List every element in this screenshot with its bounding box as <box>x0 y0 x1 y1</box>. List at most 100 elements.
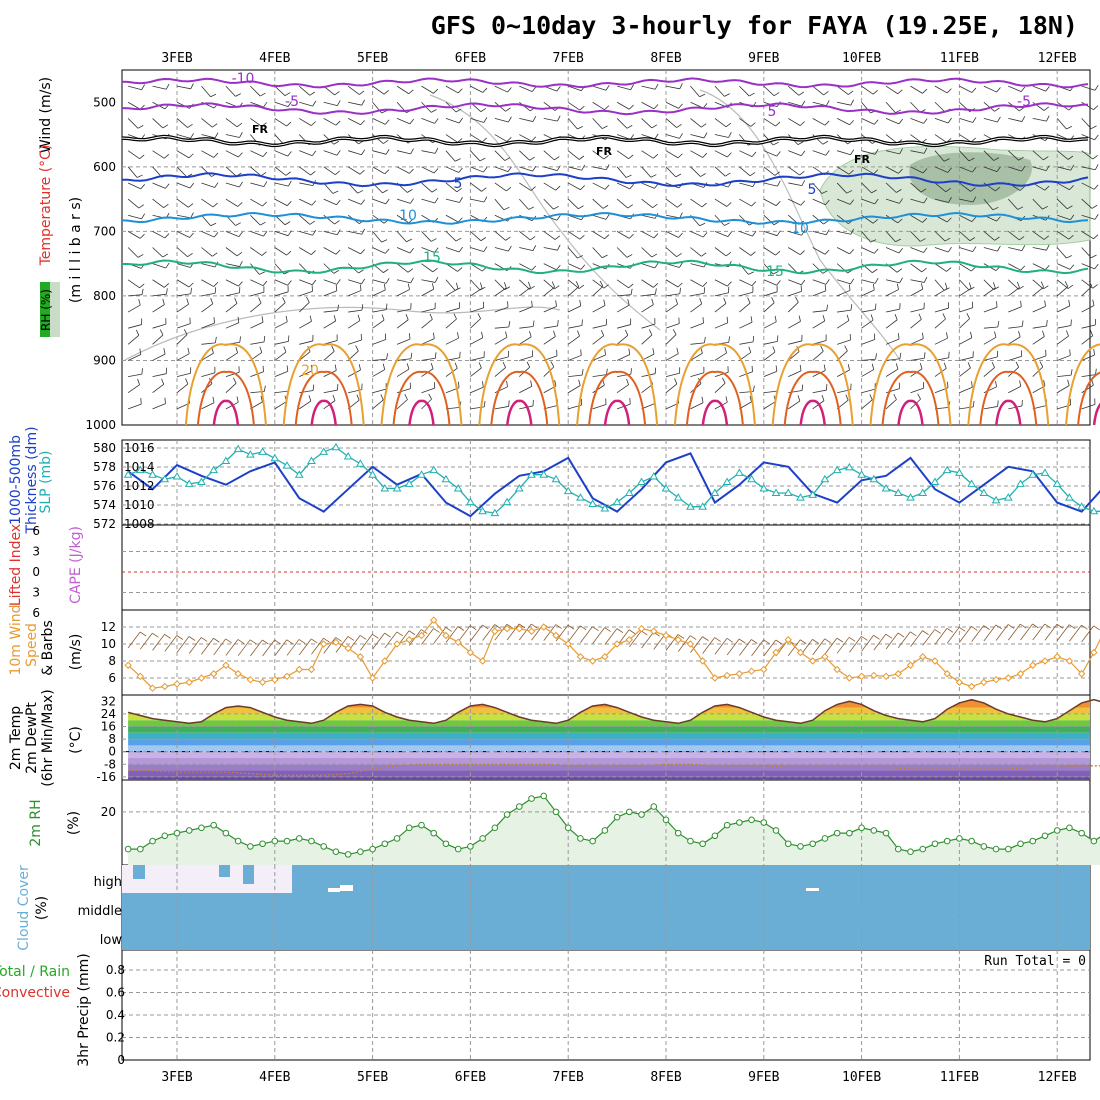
isotherm-20-plume <box>1065 343 1100 426</box>
wind-barb <box>494 118 509 123</box>
wind-barb <box>323 150 338 156</box>
wind-barb <box>348 230 362 235</box>
wind-barb-flag <box>893 393 897 400</box>
wind-barb-flag <box>992 206 999 211</box>
wind-barb-flag <box>459 197 463 203</box>
wind-barb-flag <box>752 231 757 237</box>
slp-marker <box>673 493 683 501</box>
wind-barb-flag <box>629 134 635 140</box>
wind-barb <box>812 310 827 313</box>
wind-barb <box>372 358 387 361</box>
wind-barb-flag <box>1070 214 1075 221</box>
wind-barb-flag <box>213 317 215 324</box>
wind-barb-flag <box>972 246 977 252</box>
wind-barb <box>299 230 313 236</box>
wind-barb-flag <box>801 180 806 186</box>
axis-tick-label: 0.4 <box>106 1008 125 1022</box>
wind-barb <box>225 230 240 237</box>
wind10-barb-flag <box>396 631 404 637</box>
wind10-barb <box>726 638 740 656</box>
chart-title: GFS 0~10day 3-hourly for FAYA (19.25E, 1… <box>431 11 1078 40</box>
wind-barb <box>641 166 652 178</box>
wind-barb-flag <box>431 283 435 290</box>
wind-barb-flag <box>159 329 164 336</box>
wind-barb-flag <box>679 133 683 139</box>
wind-barb-flag <box>1042 330 1045 337</box>
wind-barb-flag <box>235 346 239 353</box>
wind10-barb-flag <box>910 631 917 637</box>
wind10-marker <box>588 657 597 665</box>
wind10-barb-flag <box>1068 624 1076 629</box>
wind10-barb <box>580 626 593 643</box>
wind-barb <box>665 383 678 394</box>
wind-barb-flag <box>725 172 731 177</box>
wind-barb <box>616 231 630 239</box>
isotherm-20-plume <box>576 343 659 426</box>
wind-barb-flag <box>995 380 997 387</box>
wind-barb-flag <box>1093 348 1095 356</box>
wind-barb <box>861 309 876 313</box>
wind-barb <box>201 279 214 287</box>
date-label-bottom: 5FEB <box>357 1070 388 1085</box>
wind-barb <box>690 292 705 297</box>
wind-barb <box>323 370 337 377</box>
wind10-marker <box>1077 670 1086 678</box>
wind-barb-flag <box>555 185 561 191</box>
wind-barb-flag <box>188 153 194 159</box>
wind-barb-flag <box>236 251 243 257</box>
wind-barb <box>763 85 775 96</box>
slp-marker <box>331 442 341 451</box>
wind-barb-flag <box>947 117 952 124</box>
wind-barb <box>519 355 533 361</box>
wind-barb-flag <box>550 361 555 368</box>
wind-barb <box>983 85 997 93</box>
wind-barb-flag <box>1067 205 1073 210</box>
wind10-barb-flag <box>433 628 440 633</box>
wind-barb-flag <box>824 284 827 291</box>
wind-barb-flag <box>186 298 189 305</box>
wind10-marker <box>136 672 145 681</box>
wind-barb-flag <box>823 364 826 371</box>
wind-barb <box>714 118 727 128</box>
wind-barb-flag <box>508 245 512 252</box>
wind-barb-flag <box>138 299 141 306</box>
wind10-marker <box>711 674 719 682</box>
wind-barb <box>323 290 337 297</box>
wind-barb-flag <box>797 395 801 402</box>
rh-2m-marker <box>809 840 817 848</box>
wind-barb-flag <box>751 280 757 286</box>
wind-barb <box>934 150 945 162</box>
wind10-barb <box>604 628 618 645</box>
wind-barb-flag <box>285 171 291 176</box>
wind-barb-flag <box>407 283 410 290</box>
wind-barb <box>519 287 531 297</box>
wind-barb <box>1057 182 1070 191</box>
wind-barb-flag <box>286 365 289 372</box>
wind10-marker <box>735 670 744 678</box>
wind-barb <box>225 322 239 329</box>
wind-barb-flag <box>483 196 488 203</box>
slp-marker <box>1028 470 1038 478</box>
wind10-barb <box>213 638 226 656</box>
wind-barb-flag <box>626 254 633 258</box>
wind10-barb-flag <box>738 638 746 644</box>
wind-barb-flag <box>630 288 633 295</box>
wind-barb <box>176 334 188 345</box>
axis-tick-label: -8 <box>104 757 116 771</box>
rh-2m-marker <box>748 816 755 824</box>
wind-barb <box>763 214 775 226</box>
wind-barb <box>299 290 313 297</box>
wind-barb-flag <box>410 277 414 284</box>
wind-barb <box>885 308 900 313</box>
wind10-barb <box>152 634 165 651</box>
rh-moist-core <box>909 152 1032 205</box>
wind-barb-flag <box>235 222 241 226</box>
wind-barb <box>299 150 313 157</box>
wind10-barb <box>885 632 899 650</box>
temp-band <box>128 726 1090 733</box>
wind-barb <box>983 306 998 313</box>
wind-barb-flag <box>528 206 535 210</box>
wind-barb-flag <box>992 282 996 289</box>
slp-marker <box>356 459 365 467</box>
temp-band <box>128 713 1090 721</box>
